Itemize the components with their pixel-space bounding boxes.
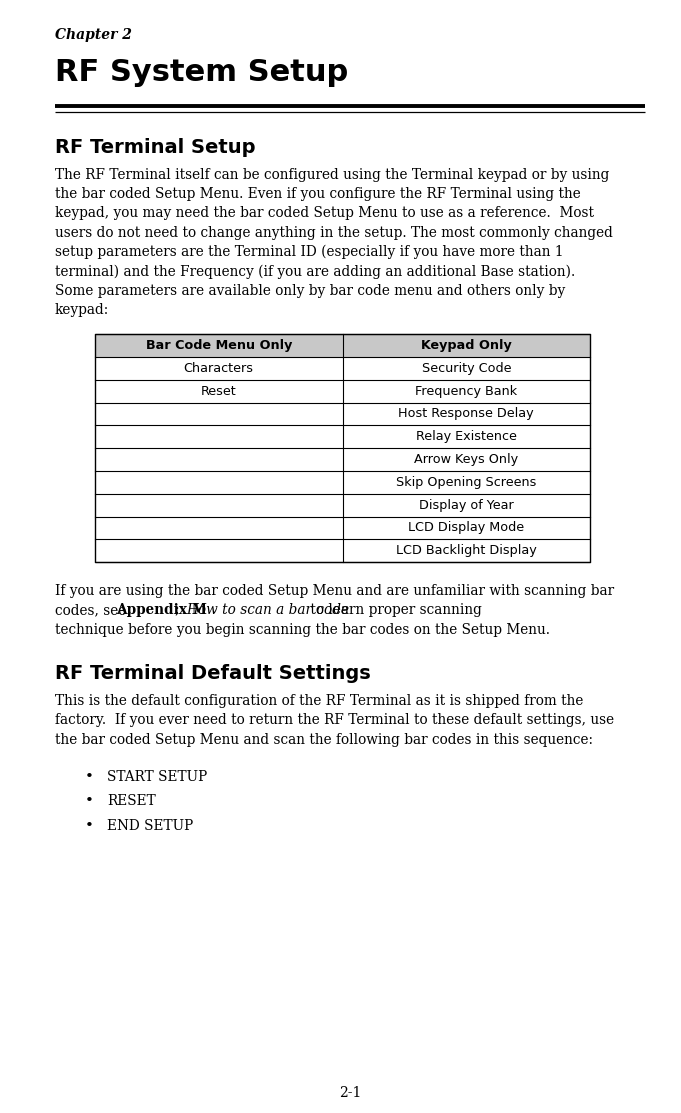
Text: END SETUP: END SETUP (107, 818, 193, 833)
Text: terminal) and the Frequency (if you are adding an additional Base station).: terminal) and the Frequency (if you are … (55, 264, 575, 278)
Text: This is the default configuration of the RF Terminal as it is shipped from the: This is the default configuration of the… (55, 695, 584, 708)
Text: the bar coded Setup Menu. Even if you configure the RF Terminal using the: the bar coded Setup Menu. Even if you co… (55, 187, 581, 201)
Text: How to scan a bar code: How to scan a bar code (187, 603, 350, 618)
Text: RESET: RESET (107, 795, 156, 808)
Text: Display of Year: Display of Year (419, 499, 513, 512)
Text: Relay Existence: Relay Existence (416, 431, 517, 443)
Text: factory.  If you ever need to return the RF Terminal to these default settings, : factory. If you ever need to return the … (55, 713, 614, 728)
Text: 2-1: 2-1 (339, 1086, 361, 1100)
Text: technique before you begin scanning the bar codes on the Setup Menu.: technique before you begin scanning the … (55, 623, 550, 637)
Text: to learn proper scanning: to learn proper scanning (306, 603, 482, 618)
Text: Characters: Characters (184, 362, 254, 375)
Text: •: • (85, 818, 94, 833)
Text: Some parameters are available only by bar code menu and others only by: Some parameters are available only by ba… (55, 284, 565, 297)
Text: Appendix M: Appendix M (116, 603, 208, 618)
Text: •: • (85, 770, 94, 784)
Text: users do not need to change anything in the setup. The most commonly changed: users do not need to change anything in … (55, 226, 613, 239)
Text: START SETUP: START SETUP (107, 770, 207, 784)
Text: LCD Backlight Display: LCD Backlight Display (396, 544, 537, 558)
Text: Bar Code Menu Only: Bar Code Menu Only (146, 339, 292, 352)
Bar (95, 334, 590, 357)
Text: Keypad Only: Keypad Only (421, 339, 511, 352)
Text: Chapter 2: Chapter 2 (55, 28, 132, 42)
Text: Skip Opening Screens: Skip Opening Screens (396, 476, 537, 489)
Text: setup parameters are the Terminal ID (especially if you have more than 1: setup parameters are the Terminal ID (es… (55, 245, 563, 259)
Text: The RF Terminal itself can be configured using the Terminal keypad or by using: The RF Terminal itself can be configured… (55, 168, 609, 181)
Text: Frequency Bank: Frequency Bank (415, 385, 518, 397)
Text: the bar coded Setup Menu and scan the following bar codes in this sequence:: the bar coded Setup Menu and scan the fo… (55, 732, 593, 747)
Text: codes, see: codes, see (55, 603, 131, 618)
Text: If you are using the bar coded Setup Menu and are unfamiliar with scanning bar: If you are using the bar coded Setup Men… (55, 584, 614, 598)
Text: Host Response Delay: Host Response Delay (398, 407, 534, 421)
Bar (95, 334, 590, 562)
Text: RF Terminal Setup: RF Terminal Setup (55, 138, 255, 157)
Text: RF Terminal Default Settings: RF Terminal Default Settings (55, 664, 370, 683)
Text: ;: ; (176, 603, 185, 618)
Text: Reset: Reset (201, 385, 236, 397)
Text: Arrow Keys Only: Arrow Keys Only (414, 453, 518, 466)
Text: keypad:: keypad: (55, 303, 109, 317)
Text: LCD Display Mode: LCD Display Mode (408, 522, 524, 534)
Text: •: • (85, 795, 94, 808)
Text: keypad, you may need the bar coded Setup Menu to use as a reference.  Most: keypad, you may need the bar coded Setup… (55, 206, 594, 220)
Text: RF System Setup: RF System Setup (55, 58, 348, 87)
Text: Security Code: Security Code (422, 362, 511, 375)
